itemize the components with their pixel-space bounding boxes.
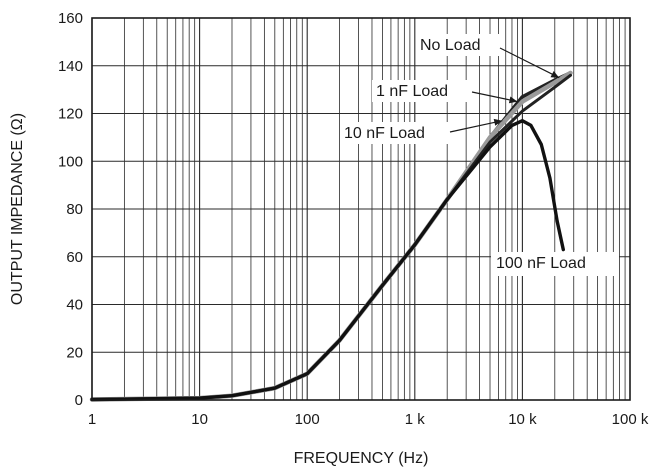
y-tick-label: 40 bbox=[66, 297, 83, 314]
annotation-bg-100-nf-load bbox=[491, 252, 619, 276]
y-tick-label: 20 bbox=[66, 344, 83, 361]
series-lines bbox=[89, 70, 573, 402]
y-tick-label: 140 bbox=[58, 58, 83, 75]
y-axis-title: OUTPUT IMPEDANCE (Ω) bbox=[9, 113, 26, 305]
y-tick-label: 120 bbox=[58, 106, 83, 123]
y-tick-label: 80 bbox=[66, 201, 83, 218]
annotation-arrowhead-no-load bbox=[550, 71, 560, 78]
annotation-label-1-nf-load: 1 nF Load bbox=[376, 83, 448, 100]
x-tick-label: 100 bbox=[295, 411, 320, 428]
annotation-leader-10-nf-load bbox=[449, 120, 503, 133]
y-tick-label: 60 bbox=[66, 249, 83, 266]
x-axis-title: FREQUENCY (Hz) bbox=[294, 450, 429, 467]
annotation-bg-1-nf-load bbox=[372, 80, 470, 102]
annotation-leader-no-load bbox=[499, 47, 560, 79]
series-line-100-nf-load bbox=[90, 119, 565, 402]
x-tick-label: 1 k bbox=[405, 411, 426, 428]
y-tick-label: 100 bbox=[58, 153, 83, 170]
tick-labels: 0 20 40 60 80 100 120 140 160 1 10 100 1 k 10 k 100 k bbox=[58, 10, 649, 428]
annotation-label-no-load: No Load bbox=[420, 37, 481, 54]
x-tick-label: 100 k bbox=[612, 411, 649, 428]
annotation-arrowhead-10-nf-load bbox=[493, 118, 503, 126]
annotations: No Load 1 nF Load 10 nF Load 100 nF Load bbox=[340, 34, 619, 276]
annotation-bg-10-nf-load bbox=[340, 122, 448, 144]
annotation-label-100-nf-load: 100 nF Load bbox=[496, 255, 586, 272]
annotation-arrowhead-1-nf-load bbox=[508, 96, 518, 104]
x-tick-label: 10 bbox=[191, 411, 208, 428]
x-tick-label: 1 bbox=[88, 411, 96, 428]
annotation-label-10-nf-load: 10 nF Load bbox=[344, 125, 425, 142]
annotation-bg-no-load bbox=[417, 34, 501, 56]
y-tick-label: 160 bbox=[58, 10, 83, 27]
plot-frame bbox=[91, 17, 631, 401]
y-tick-label: 0 bbox=[75, 392, 83, 409]
grid bbox=[91, 17, 630, 401]
x-tick-label: 10 k bbox=[508, 411, 537, 428]
